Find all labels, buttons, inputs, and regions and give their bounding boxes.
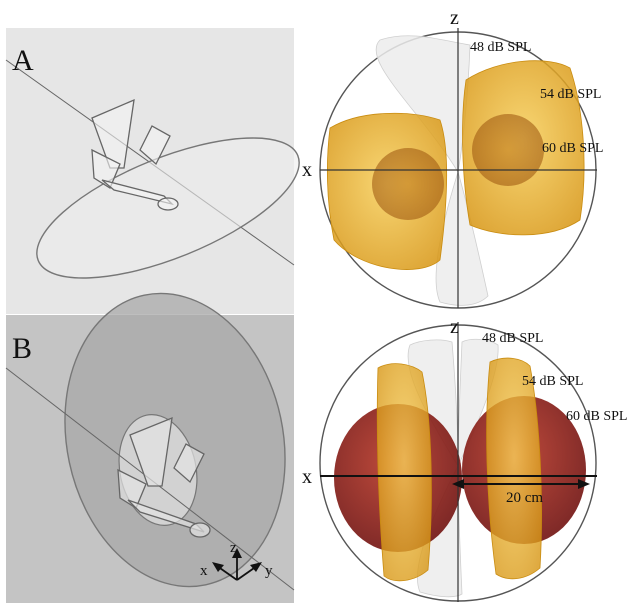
xyz-axes-legend (212, 548, 262, 581)
sphere-60db-left (372, 148, 444, 220)
plot-b-level-48: 48 dB SPL (482, 331, 543, 346)
device-model-b (117, 416, 211, 538)
legend-y-label: y (265, 563, 273, 579)
plot-b-z-label: z (450, 316, 459, 338)
legend-z-label: z (230, 540, 237, 556)
panel-b-model: B z x y (5, 292, 295, 603)
lobe-48db-b-upper-right (457, 338, 499, 467)
plot-a-level-54: 54 dB SPL (540, 87, 601, 102)
sphere-60db-right (472, 114, 544, 186)
plot-a-level-60: 60 dB SPL (542, 141, 603, 156)
scale-bar-20cm (452, 479, 590, 489)
lobe-54db-b-left (376, 363, 432, 582)
panel-a-label: A (12, 44, 34, 77)
lobe-54db-b-right (486, 357, 542, 580)
legend-x-label: x (200, 563, 208, 579)
scale-bar-label: 20 cm (506, 490, 543, 506)
plot-b-level-54: 54 dB SPL (522, 374, 583, 389)
radiation-plot-b: 20 cm z x 48 dB SPL 54 dB SPL 60 dB SPL (302, 316, 627, 602)
panel-a-model: A (5, 28, 300, 314)
plot-a-x-label: x (302, 159, 312, 181)
panel-b-label: B (12, 332, 32, 365)
plot-b-level-60: 60 dB SPL (566, 409, 627, 424)
radiation-plot-a: z x 48 dB SPL 54 dB SPL 60 dB SPL (302, 7, 603, 309)
plot-a-z-label: z (450, 7, 459, 29)
device-model (91, 98, 179, 211)
plot-a-level-48: 48 dB SPL (470, 40, 531, 55)
plot-b-x-label: x (302, 466, 312, 488)
